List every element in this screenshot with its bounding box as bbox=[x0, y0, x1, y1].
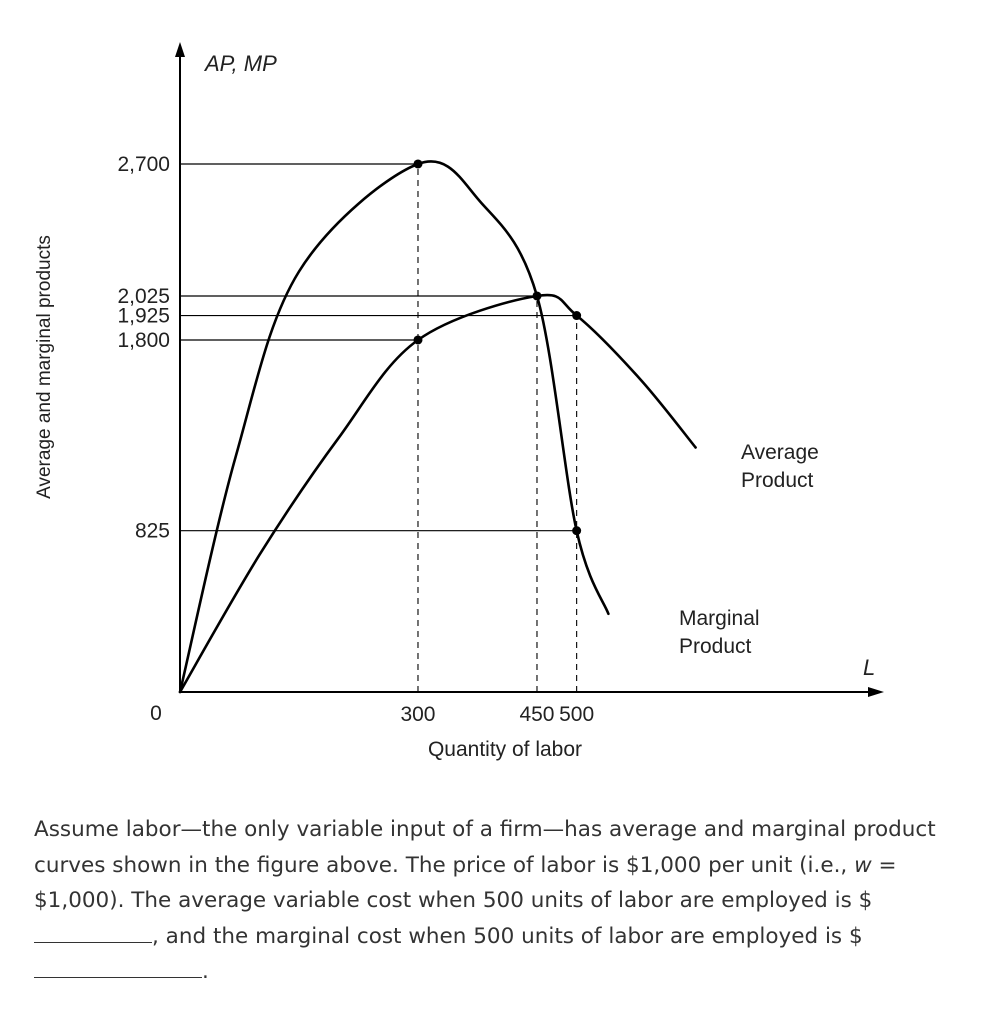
data-point bbox=[572, 526, 582, 536]
x-axis-label: Quantity of labor bbox=[428, 738, 582, 761]
x-axis-arrow bbox=[868, 687, 884, 697]
y-tick-label: 1,925 bbox=[117, 305, 170, 328]
data-point bbox=[532, 291, 542, 301]
question-part-3: , and the marginal cost when 500 units o… bbox=[152, 923, 863, 949]
series-label-average-product: Average Product bbox=[741, 441, 825, 492]
data-point bbox=[413, 159, 423, 169]
question-part-2: = $1,000). The average variable cost whe… bbox=[34, 852, 897, 914]
series-label-line: Product bbox=[741, 469, 814, 492]
x-tick-label: 300 bbox=[400, 703, 435, 726]
data-point bbox=[572, 311, 582, 321]
curves bbox=[178, 160, 697, 694]
y-tick-label: 2,700 bbox=[117, 153, 170, 176]
y-tick-label: 825 bbox=[135, 520, 170, 543]
reference-lines bbox=[180, 163, 578, 692]
x-axis-title: L bbox=[863, 655, 875, 680]
y-tick-label: 1,800 bbox=[117, 329, 170, 352]
series-label-line: Product bbox=[679, 635, 752, 658]
series-label-marginal-product: Marginal Product bbox=[679, 607, 765, 658]
origin-label: 0 bbox=[150, 702, 162, 725]
question-text: Assume labor—the only variable input of … bbox=[34, 812, 964, 990]
series-label-line: Marginal bbox=[679, 607, 760, 630]
answer-blank-avc[interactable] bbox=[34, 920, 152, 943]
wage-symbol: w bbox=[854, 852, 872, 878]
y-side-label: Average and marginal products bbox=[34, 235, 55, 499]
question-part-1: Assume labor—the only variable input of … bbox=[34, 817, 936, 878]
y-axis-title: AP, MP bbox=[203, 51, 277, 76]
x-tick-label: 500 bbox=[559, 703, 594, 726]
answer-blank-mc[interactable] bbox=[34, 955, 202, 978]
marginal-product-curve bbox=[178, 160, 610, 694]
series-label-line: Average bbox=[741, 441, 819, 464]
average-product-curve bbox=[178, 293, 697, 694]
y-axis-arrow bbox=[175, 42, 185, 57]
question-part-4: . bbox=[202, 959, 209, 984]
data-points bbox=[413, 159, 582, 536]
x-tick-label: 450 bbox=[519, 703, 554, 726]
y-tick-label: 2,025 bbox=[117, 285, 170, 308]
axes bbox=[175, 42, 884, 697]
data-point bbox=[413, 335, 423, 345]
